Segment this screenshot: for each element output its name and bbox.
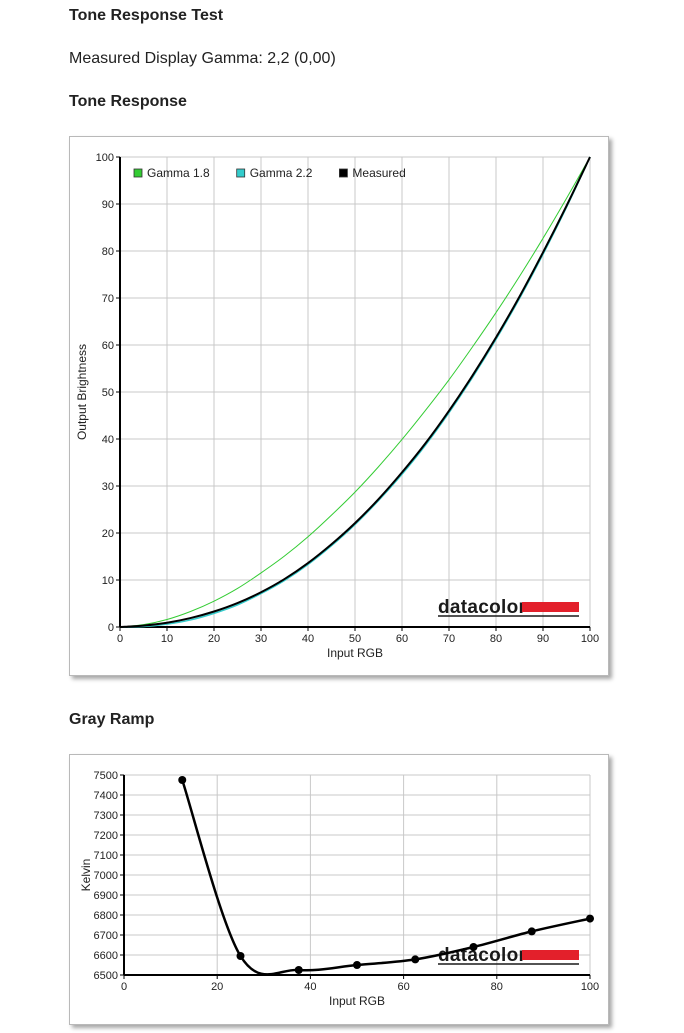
- datacolor-logo-bar: [522, 950, 579, 960]
- data-point: [411, 955, 420, 964]
- legend-label-gamma-2-2: Gamma 2.2: [250, 166, 313, 180]
- series-line-gamma-1-8: [119, 156, 591, 628]
- legend-label-measured: Measured: [352, 166, 405, 180]
- tone-response-chart: 0 10 20 30 40 50 60 70 80 90 100 0 10 20 30 40 50 60 70 80 9…: [75, 152, 599, 660]
- x-tick-label: 0: [117, 633, 123, 645]
- x-tick-label: 20: [208, 633, 220, 645]
- y-tick-label: 7100: [94, 850, 118, 862]
- y-tick-label: 7300: [94, 810, 118, 822]
- y-tick-label: 7500: [94, 770, 118, 782]
- y-axis-label: Kelvin: [79, 859, 93, 892]
- section-title-tone-response: Tone Response: [69, 93, 187, 110]
- y-tick-label: 70: [102, 293, 114, 305]
- x-tick-label: 30: [255, 633, 267, 645]
- data-point: [178, 776, 187, 784]
- x-tick-label: 90: [537, 633, 549, 645]
- x-tick-label: 100: [581, 633, 599, 645]
- legend-swatch-gamma-2-2: [236, 168, 246, 178]
- y-tick-label: 7000: [94, 870, 118, 882]
- y-tick-label: 6900: [94, 890, 118, 902]
- data-point: [294, 966, 303, 974]
- y-tick-label: 0: [108, 622, 114, 634]
- x-tick-label: 50: [349, 633, 361, 645]
- gray-grid: [124, 774, 591, 975]
- x-tick-label: 80: [491, 981, 503, 993]
- y-tick-label: 6600: [94, 950, 118, 962]
- y-tick-label: 80: [102, 246, 114, 258]
- x-axis-label: Input RGB: [329, 994, 385, 1008]
- legend-label-gamma-1-8: Gamma 1.8: [147, 166, 210, 180]
- x-tick-label: 0: [121, 981, 127, 993]
- tone-response-panel: 0 10 20 30 40 50 60 70 80 90 100 0 10 20 30 40 50 60 70 80 9…: [69, 136, 609, 676]
- legend-swatch-gamma-1-8: [133, 168, 143, 178]
- y-tick-label: 40: [102, 434, 114, 446]
- x-axis-label: Input RGB: [327, 646, 383, 660]
- y-tick-label: 90: [102, 199, 114, 211]
- legend-swatch-measured: [339, 168, 348, 178]
- y-tick-label: 6500: [94, 970, 118, 982]
- y-axis-label: Output Brightness: [75, 344, 89, 440]
- series-line-measured: [119, 156, 591, 628]
- x-tick-label: 80: [490, 633, 502, 645]
- data-point: [469, 943, 478, 951]
- x-tick-label: 100: [581, 981, 599, 993]
- y-tick-label: 60: [102, 340, 114, 352]
- x-tick-label: 60: [397, 981, 409, 993]
- tone-grid: [120, 156, 591, 627]
- x-tick-label: 20: [211, 981, 223, 993]
- y-tick-label: 7200: [94, 830, 118, 842]
- datacolor-logo-text: datacolor: [438, 597, 527, 618]
- gamma-summary: Measured Display Gamma: 2,2 (0,00): [69, 50, 336, 67]
- y-tick-label: 6800: [94, 910, 118, 922]
- series-line-kelvin: [181, 779, 591, 976]
- x-tick-label: 40: [304, 981, 316, 993]
- data-point: [236, 952, 245, 960]
- x-tick-label: 70: [443, 633, 455, 645]
- x-tick-label: 40: [302, 633, 314, 645]
- data-point: [353, 961, 361, 969]
- y-tick-label: 10: [102, 575, 114, 587]
- y-tick-label: 100: [96, 152, 114, 164]
- gray-ramp-panel: 6500 6600 6700 6800 6900 7000 7100 7200 7300 7400…: [69, 754, 609, 1025]
- section-title-gray-ramp: Gray Ramp: [69, 711, 155, 728]
- datacolor-logo-text: datacolor: [438, 945, 527, 966]
- x-tick-label: 10: [161, 633, 173, 645]
- datacolor-logo-bar: [522, 602, 579, 612]
- y-tick-label: 50: [102, 387, 114, 399]
- gray-ramp-chart: 6500 6600 6700 6800 6900 7000 7100 7200 7300 7400…: [79, 770, 599, 1008]
- data-point: [527, 927, 536, 936]
- data-point: [586, 914, 594, 923]
- x-tick-label: 60: [396, 633, 408, 645]
- y-tick-label: 6700: [94, 930, 118, 942]
- page-title: Tone Response Test: [69, 7, 224, 24]
- y-tick-label: 30: [102, 481, 114, 493]
- y-tick-label: 7400: [94, 790, 118, 802]
- y-tick-label: 20: [102, 528, 114, 540]
